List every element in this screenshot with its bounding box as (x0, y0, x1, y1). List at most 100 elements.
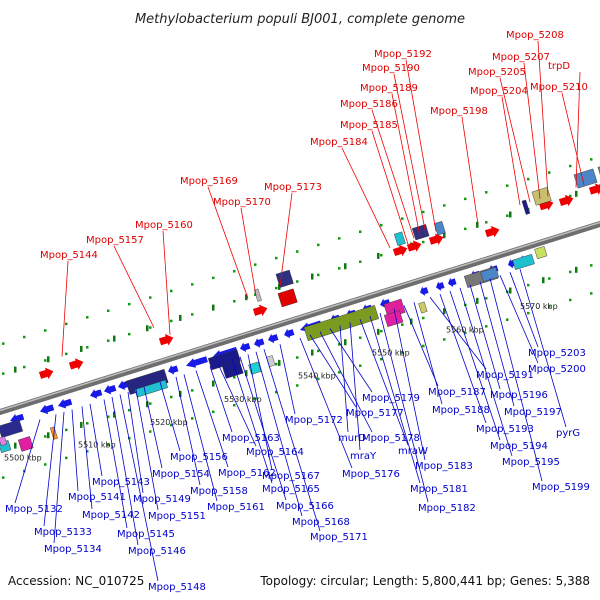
gene-box (512, 253, 535, 270)
scale-dot (359, 230, 362, 234)
scale-tick (245, 370, 248, 377)
scale-dot (527, 311, 530, 315)
scale-dot (233, 269, 236, 273)
forward-leader-line (405, 59, 437, 232)
scale-dot (422, 316, 425, 320)
scale-tick (212, 380, 215, 387)
forward-gene-arrow (252, 304, 268, 317)
reverse-leader-line (111, 396, 139, 546)
forward-gene-arrow (406, 240, 422, 252)
scale-dot (149, 296, 152, 299)
scale-tick (377, 252, 380, 259)
scale-tick (542, 277, 545, 284)
reverse-gene-label: murD (338, 433, 366, 444)
backbone-line (0, 221, 600, 415)
scale-tick (410, 318, 413, 325)
kbp-marker-label: 5530 kbp (224, 395, 262, 404)
scale-dot (149, 402, 152, 405)
scale-dot (338, 237, 341, 240)
reverse-leader-line (89, 403, 103, 477)
scale-dot (44, 329, 47, 332)
reverse-gene-label: Mpop_5165 (262, 484, 320, 495)
scale-tick (278, 359, 281, 366)
scale-tick (344, 263, 347, 270)
forward-gene-label: Mpop_5192 (374, 49, 432, 60)
reverse-gene-label: Mpop_5145 (117, 529, 175, 540)
scale-tick (509, 287, 512, 294)
scale-dot (359, 364, 362, 368)
reverse-gene-label: Mpop_5196 (490, 390, 548, 401)
scale-dot (65, 456, 68, 460)
scale-dot (296, 280, 299, 283)
reverse-gene-label: Mpop_5162 (218, 468, 276, 479)
reverse-leader-line (449, 290, 501, 441)
reverse-leader-line (329, 328, 373, 393)
reverse-gene-arrow (380, 298, 391, 309)
forward-gene-arrow (392, 244, 408, 257)
forward-leader-line (371, 109, 415, 239)
gene-box (411, 224, 430, 241)
scale-dot (506, 318, 509, 321)
scale-dot (191, 313, 194, 316)
reverse-gene-label: Mpop_5164 (246, 447, 304, 458)
forward-leader-line (162, 230, 171, 335)
scale-dot (86, 422, 89, 425)
scale-dot (233, 375, 236, 379)
reverse-gene-label: Mpop_5146 (128, 546, 186, 557)
forward-leader-line (501, 96, 521, 206)
scale-dot (296, 356, 299, 359)
scale-tick (311, 349, 314, 356)
reverse-leader-line (519, 268, 567, 428)
reverse-leader-line (255, 351, 303, 517)
scale-tick (311, 273, 314, 280)
reverse-leader-line (479, 281, 515, 407)
reverse-gene-label: Mpop_5156 (170, 452, 228, 463)
gene-box (521, 199, 531, 215)
scale-tick (146, 325, 149, 332)
reverse-leader-line (509, 272, 539, 348)
forward-gene-arrow (484, 225, 500, 238)
scale-dot (485, 297, 488, 300)
forward-gene-label: Mpop_5190 (362, 63, 420, 74)
scale-dot (443, 204, 446, 207)
kbp-marker-label: 5500 kbp (4, 454, 42, 463)
reverse-gene-label: Mpop_5197 (504, 407, 562, 418)
gene-box (221, 359, 244, 379)
gene-box (383, 310, 404, 328)
kbp-markers: 5500 kbp 5510 kbp 5520 kbp 5530 kbp 5540 kbp… (4, 302, 558, 463)
forward-leader-line (207, 186, 249, 299)
reverse-leader-line (71, 409, 79, 492)
genome-backbone (0, 221, 600, 415)
reverse-gene-arrow (58, 398, 73, 409)
scale-tick (47, 432, 50, 439)
reverse-gene-label: Mpop_5172 (285, 415, 343, 426)
gene-box (534, 246, 548, 260)
reverse-leader-line (279, 344, 296, 415)
kbp-marker-label: 5550 kbp (372, 348, 410, 357)
reverse-leader-line (183, 374, 218, 502)
scale-tick (14, 442, 17, 449)
scale-tick (80, 421, 83, 428)
scale-dot (128, 332, 131, 336)
scale-tick (443, 308, 446, 315)
reverse-leader-line (195, 370, 229, 468)
reverse-leader-line (159, 381, 181, 452)
reverse-gene-label: Mpop_5191 (476, 370, 534, 381)
scale-dot (422, 240, 425, 244)
scale-dot (296, 250, 299, 253)
scale-dot (149, 326, 152, 329)
scale-dot (212, 276, 215, 280)
reverse-gene-arrow (40, 404, 55, 415)
scale-dot (2, 476, 5, 479)
gene-box (531, 186, 552, 206)
reverse-gene-label: Mpop_5132 (5, 504, 63, 515)
gene-box (277, 288, 298, 308)
scale-dot (275, 390, 278, 394)
scale-dot (548, 171, 551, 174)
scale-dot (569, 298, 572, 302)
scale-tick (344, 339, 347, 346)
scale-dot (464, 331, 467, 335)
reverse-gene-arrow (240, 342, 251, 353)
reverse-leader-line (339, 325, 349, 433)
